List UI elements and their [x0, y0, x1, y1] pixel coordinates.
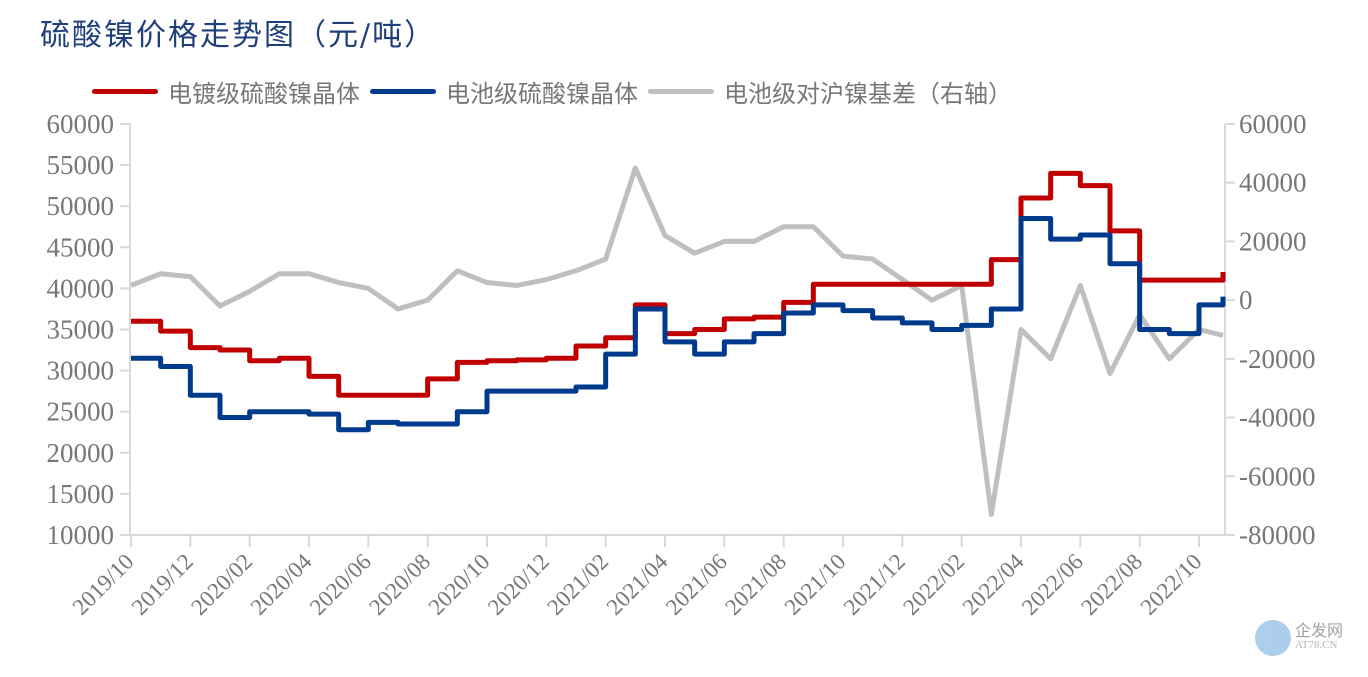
left-tick-label: 50000	[47, 191, 115, 221]
left-tick-label: 40000	[47, 273, 115, 303]
axes: 60000 55000 50000 45000 40000 35000 30000 25000…	[47, 109, 1316, 620]
watermark-cn: 企发网	[1295, 621, 1344, 640]
left-tick-label: 25000	[47, 397, 115, 427]
x-tick-label: 2022/06	[1017, 549, 1088, 620]
right-tick-label: 60000	[1239, 109, 1307, 139]
x-tick-label: 2021/10	[780, 549, 851, 620]
x-tick-label: 2022/02	[898, 549, 969, 620]
watermark-en: AT78.CN	[1295, 639, 1338, 651]
series-lines	[130, 165, 1226, 517]
legend-label: 电池级对沪镍基差（右轴）	[724, 80, 1012, 108]
x-tick-label: 2022/10	[1136, 549, 1207, 620]
series-line	[130, 165, 1224, 517]
left-tick-label: 30000	[47, 356, 115, 386]
legend-swatch-blue	[370, 89, 436, 94]
right-tick-label: -80000	[1239, 520, 1316, 550]
right-tick-label: 40000	[1239, 168, 1307, 198]
x-tick-label: 2020/02	[186, 549, 257, 620]
x-tick-label: 2020/04	[246, 549, 317, 620]
x-tick-label: 2019/10	[68, 549, 139, 620]
x-tick-label: 2019/12	[127, 549, 198, 620]
legend-swatch-red	[92, 89, 158, 94]
x-tick-label: 2021/08	[720, 549, 791, 620]
right-tick-label: 20000	[1239, 226, 1307, 256]
left-tick-label: 35000	[47, 315, 115, 345]
legend-swatch-gray	[648, 89, 714, 94]
x-tick-label: 2020/06	[305, 549, 376, 620]
x-tick-label: 2022/04	[958, 549, 1029, 620]
left-tick-label: 10000	[47, 520, 115, 550]
right-tick-label: -40000	[1239, 403, 1316, 433]
left-tick-label: 45000	[47, 232, 115, 262]
legend: 电镀级硫酸镍晶体 电池级硫酸镍晶体 电池级对沪镍基差（右轴）	[92, 74, 1022, 109]
x-tick-label: 2020/08	[364, 549, 435, 620]
watermark: 企发网 AT78.CN	[1255, 620, 1343, 656]
left-tick-label: 55000	[47, 150, 115, 180]
right-tick-label: -60000	[1239, 461, 1316, 491]
series-line	[131, 170, 1226, 398]
right-tick-label: 0	[1239, 285, 1253, 315]
x-tick-label: 2020/12	[483, 549, 554, 620]
watermark-logo-icon	[1255, 620, 1291, 656]
x-tick-label: 2020/10	[424, 549, 495, 620]
right-tick-label: -20000	[1239, 344, 1316, 374]
series-line	[131, 216, 1226, 433]
chart-title: 硫酸镍价格走势图（元/吨）	[40, 18, 437, 53]
x-tick-label: 2021/04	[602, 549, 673, 620]
legend-item-battery: 电池级硫酸镍晶体	[370, 74, 638, 109]
legend-label: 电池级硫酸镍晶体	[446, 80, 638, 108]
x-tick-label: 2021/12	[839, 549, 910, 620]
x-tick-label: 2021/06	[661, 549, 732, 620]
legend-item-electroplating: 电镀级硫酸镍晶体	[92, 74, 360, 109]
legend-label: 电镀级硫酸镍晶体	[168, 80, 360, 108]
left-tick-label: 20000	[47, 438, 115, 468]
x-tick-label: 2022/08	[1076, 549, 1147, 620]
x-tick-label: 2021/02	[542, 549, 613, 620]
legend-item-basis: 电池级对沪镍基差（右轴）	[648, 74, 1012, 109]
left-tick-label: 60000	[47, 109, 115, 139]
left-tick-label: 15000	[47, 479, 115, 509]
